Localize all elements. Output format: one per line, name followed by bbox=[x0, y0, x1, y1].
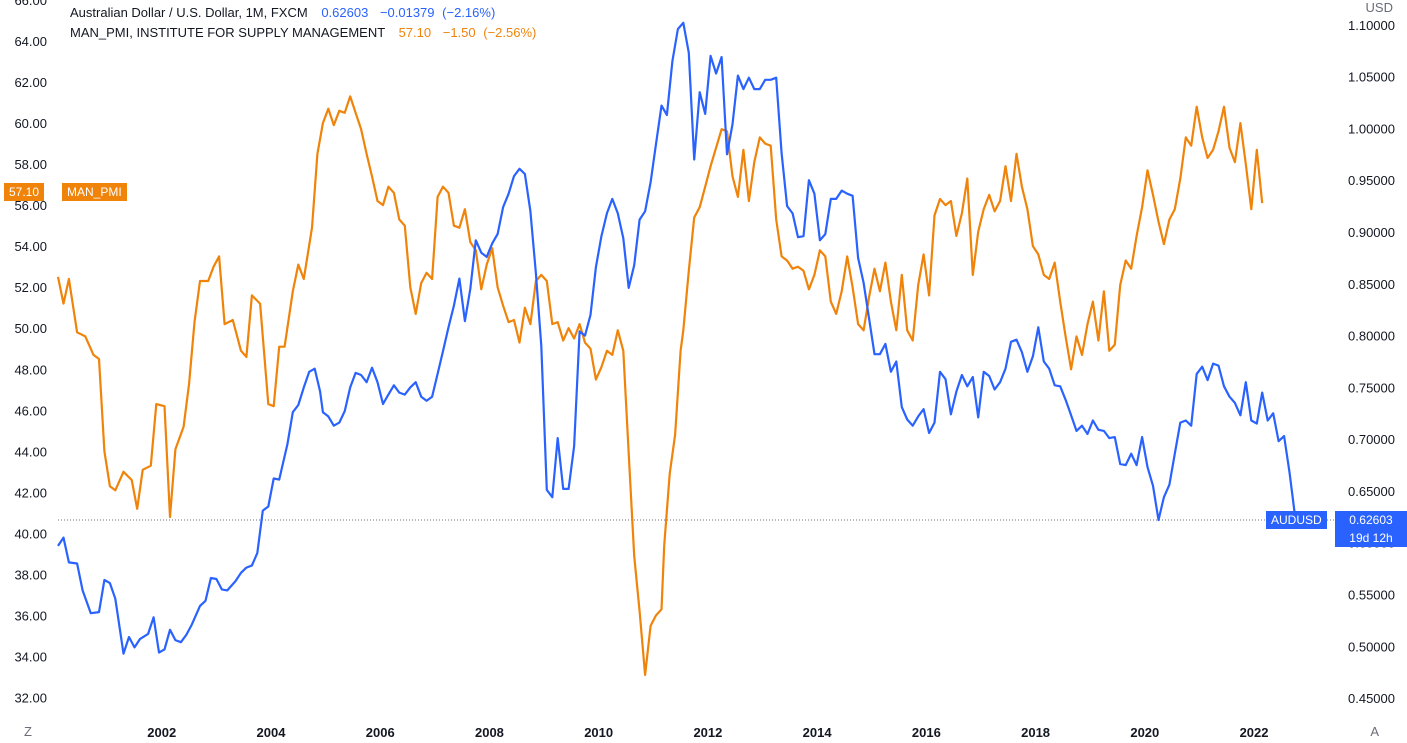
x-axis: 2002 2004 2006 2008 2010 2012 2014 2016 2018 2020… bbox=[147, 725, 1268, 740]
legend-pmi-label: MAN_PMI, INSTITUTE FOR SUPPLY MANAGEMENT bbox=[70, 25, 385, 40]
left-tick-label: 62.00 bbox=[14, 75, 47, 90]
legend-pmi-change: −1.50 bbox=[442, 25, 476, 40]
right-tick-label: 0.95000 bbox=[1348, 173, 1395, 188]
right-tick-label: 0.45000 bbox=[1348, 691, 1395, 706]
right-tick-label: 0.70000 bbox=[1348, 432, 1395, 447]
right-axis: 0.450000.500000.550000.600000.650000.700… bbox=[1348, 18, 1395, 706]
left-tick-label: 38.00 bbox=[14, 567, 47, 582]
left-tick-label: 32.00 bbox=[14, 690, 47, 705]
x-tick-label: 2022 bbox=[1240, 725, 1269, 740]
legend-pmi-change-pct: (−2.56%) bbox=[483, 25, 537, 40]
x-tick-label: 2010 bbox=[584, 725, 613, 740]
audusd-series-line bbox=[57, 21, 1297, 655]
left-tick-label: 64.00 bbox=[14, 34, 47, 49]
left-tick-label: 48.00 bbox=[14, 362, 47, 377]
pmi-series-line bbox=[56, 95, 1264, 677]
left-axis: 32.00 34.00 36.00 38.00 40.00 42.00 44.00 46.00… bbox=[14, 0, 47, 705]
pmi-series-name-tag: MAN_PMI bbox=[62, 183, 127, 201]
x-tick-label: 2002 bbox=[147, 725, 176, 740]
legend-row-pmi[interactable]: MAN_PMI, INSTITUTE FOR SUPPLY MANAGEMENT… bbox=[70, 23, 536, 43]
left-tick-label: 52.00 bbox=[14, 280, 47, 295]
pmi-price-tag: 57.10 bbox=[4, 183, 45, 201]
left-tick-label: 58.00 bbox=[14, 157, 47, 172]
left-tick-label: 34.00 bbox=[14, 649, 47, 664]
x-tick-label: 2018 bbox=[1021, 725, 1050, 740]
x-tick-label: 2006 bbox=[366, 725, 395, 740]
legend-row-audusd[interactable]: Australian Dollar / U.S. Dollar, 1M, FXC… bbox=[70, 3, 536, 23]
right-tick-label: 0.50000 bbox=[1348, 639, 1395, 654]
legend-audusd-label: Australian Dollar / U.S. Dollar, 1M, FXC… bbox=[70, 5, 308, 20]
left-tick-label: 40.00 bbox=[14, 526, 47, 541]
right-tick-label: 0.75000 bbox=[1348, 380, 1395, 395]
legend-audusd-change: −0.01379 bbox=[379, 5, 435, 20]
timezone-toggle-button[interactable]: Z bbox=[24, 724, 32, 739]
right-tick-label: 0.85000 bbox=[1348, 277, 1395, 292]
left-tick-label: 66.00 bbox=[14, 0, 47, 8]
legend-pmi-value: 57.10 bbox=[398, 25, 432, 40]
right-tick-label: 0.55000 bbox=[1348, 588, 1395, 603]
right-tick-label: 1.05000 bbox=[1348, 70, 1395, 85]
x-tick-label: 2008 bbox=[475, 725, 504, 740]
x-tick-label: 2020 bbox=[1130, 725, 1159, 740]
x-tick-label: 2014 bbox=[803, 725, 833, 740]
audusd-price-tag: 0.62603 bbox=[1335, 511, 1407, 529]
left-tick-label: 50.00 bbox=[14, 321, 47, 336]
left-tick-label: 56.00 bbox=[14, 198, 47, 213]
right-axis-unit: USD bbox=[1365, 0, 1393, 15]
right-tick-label: 0.90000 bbox=[1348, 225, 1395, 240]
left-tick-label: 36.00 bbox=[14, 608, 47, 623]
left-tick-label: 42.00 bbox=[14, 485, 47, 500]
left-tick-label: 54.00 bbox=[14, 239, 47, 254]
audusd-series-name-tag: AUDUSD bbox=[1266, 511, 1327, 529]
right-tick-label: 1.10000 bbox=[1348, 18, 1395, 33]
right-tick-label: 1.00000 bbox=[1348, 121, 1395, 136]
chart-legend: Australian Dollar / U.S. Dollar, 1M, FXC… bbox=[70, 3, 536, 43]
legend-audusd-value: 0.62603 bbox=[321, 5, 369, 20]
x-tick-label: 2012 bbox=[693, 725, 722, 740]
x-tick-label: 2016 bbox=[912, 725, 941, 740]
legend-audusd-change-pct: (−2.16%) bbox=[442, 5, 496, 20]
left-tick-label: 46.00 bbox=[14, 403, 47, 418]
right-tick-label: 0.65000 bbox=[1348, 484, 1395, 499]
x-tick-label: 2004 bbox=[257, 725, 287, 740]
left-tick-label: 60.00 bbox=[14, 116, 47, 131]
bar-countdown-tag: 19d 12h bbox=[1335, 529, 1407, 547]
auto-scale-button[interactable]: A bbox=[1370, 724, 1379, 739]
right-tick-label: 0.80000 bbox=[1348, 329, 1395, 344]
left-tick-label: 44.00 bbox=[14, 444, 47, 459]
